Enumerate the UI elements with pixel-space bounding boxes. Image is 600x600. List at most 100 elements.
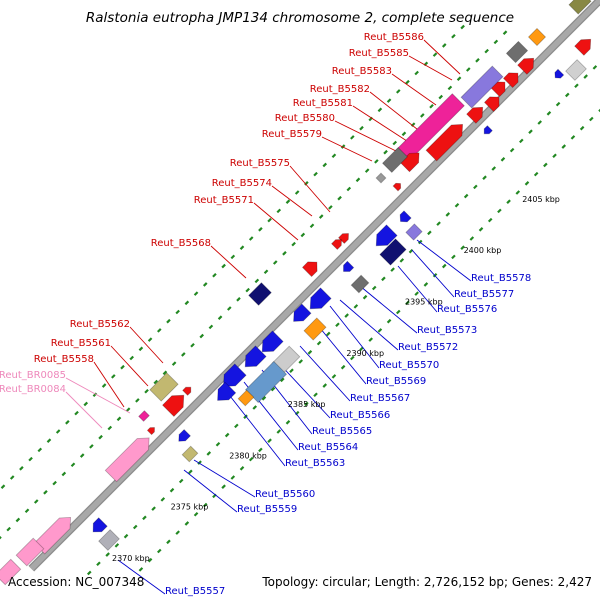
tick-dot [344,313,349,318]
reverse-gene-label: Reut_B5559 [237,504,297,515]
forward-gene-label: Reut_B5586 [364,32,424,43]
gene-feature [405,223,423,241]
tick-dot [350,135,355,140]
tick-dot [70,462,76,468]
tick-dot [248,236,254,241]
tick-dot [346,186,352,192]
tick-dot [304,401,309,407]
reverse-gene-label: Reut_B5563 [285,458,345,469]
tick-dot [583,74,588,79]
tick-dot [217,315,223,320]
tick-dot [515,190,521,195]
tick-dot [153,379,159,385]
gene-feature [293,303,312,322]
tick-dot [147,557,153,563]
gene-feature [379,238,407,266]
tick-dot [101,383,107,388]
tick-dot [386,98,392,103]
tick-dot [230,475,236,480]
tick-dot [427,230,432,236]
gene-feature [138,410,150,422]
tick-dot [224,432,230,438]
tick-dot [114,543,120,548]
tick-dot [552,153,557,159]
tick-dot [390,267,395,272]
tick-dot [120,364,125,370]
tick-dot [162,370,168,376]
tick-dot [340,144,346,149]
tick-dot [331,153,337,159]
forward-leader-line [408,55,453,81]
tick-dot [392,140,398,146]
forward-leader-line [271,185,313,217]
tick-dot [276,208,282,214]
gene-feature [382,147,408,173]
tick-dot [157,548,162,554]
tick-dot [285,420,291,425]
gene-feature [399,152,420,173]
tick-dot [381,276,386,282]
tick-dot [454,202,460,208]
map-title: Ralstonia eutropha JMP134 chromosome 2, … [86,10,514,26]
tick-dot [129,355,134,361]
tick-dot [374,159,379,164]
forward-gene-label: Reut_B5574 [212,178,272,189]
reverse-gene-label: Reut_B5577 [454,289,514,300]
forward-gene-label: Reut_B5571 [194,195,254,206]
tick-dot [181,352,186,357]
tick-dot [190,342,195,348]
tick-dot [175,309,180,315]
tick-dot [0,536,2,540]
tick-dot [524,181,530,186]
tick-dot [383,149,388,155]
reverse-leader-line [359,285,418,334]
tick-dot [561,144,567,149]
gene-feature [399,210,412,223]
tick-dot [65,420,70,425]
forward-gene-label: Reut_B5580 [275,113,335,124]
gene-feature [92,517,108,533]
gene-feature [162,394,185,417]
tick-dot [473,184,478,190]
gene-feature [574,38,592,56]
tick-dot [289,368,294,373]
tick-dot [371,285,377,291]
tick-dot [230,254,236,260]
tick-dot [254,278,260,284]
tick-dot [208,324,214,330]
tick-dot [212,272,217,278]
tick-dot [309,223,315,229]
tick-dot [276,429,282,434]
tick-dot [423,282,429,287]
tick-dot [132,524,138,530]
tick-dot [197,460,202,465]
tick-dot [175,530,180,535]
tick-dot [43,490,48,495]
tick-dot [460,24,465,30]
tick-dot [79,453,85,458]
gene-feature [248,282,272,306]
chromosome-backbone [28,0,600,572]
gene-feature [375,172,387,184]
tick-dot [500,157,506,162]
gene-feature [392,182,402,192]
tick-dot [166,318,171,324]
tick-dot [178,478,184,484]
tick-dot [589,116,594,122]
tick-dot [414,291,419,296]
tick-dot [438,94,443,100]
tick-dot [432,52,438,57]
gene-feature [565,59,587,81]
tick-dot [61,471,67,477]
tick-dot [405,79,410,85]
reverse-leader-line [117,559,166,595]
tick-dot [565,92,570,98]
reverse-gene-label: Reut_B5565 [312,426,372,437]
tick-dot [28,456,33,462]
reverse-leader-line [299,345,351,402]
tick-dot [396,89,401,94]
tick-dot [362,294,368,300]
gene-feature [502,72,519,89]
gene-feature [237,389,255,407]
reverse-gene-label: Reut_B5573 [417,325,477,336]
